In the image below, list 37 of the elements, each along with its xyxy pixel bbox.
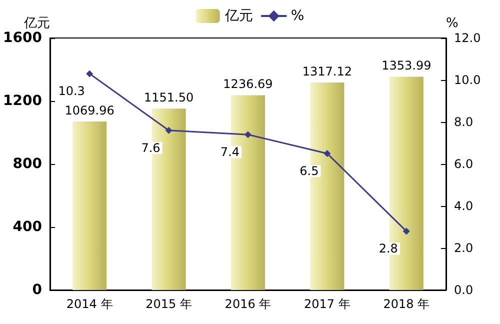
y2-tick-label: 0.0 — [454, 283, 474, 297]
y2-axis-title: % — [446, 16, 458, 31]
data-label: 7.6 — [141, 140, 160, 155]
data-label: 7.4 — [220, 145, 240, 160]
data-label: 2.8 — [378, 242, 398, 256]
data-label: 1317.12 — [302, 64, 352, 79]
y2-tick-label: 12.0 — [454, 31, 481, 45]
y2-tick-label: 8.0 — [454, 115, 474, 129]
legend-label: 亿元 — [224, 8, 253, 24]
point — [402, 228, 410, 235]
y-axis-title: 亿元 — [22, 16, 50, 31]
x-tick-label: 2014 年 — [66, 297, 113, 311]
y-tick-label: 0 — [32, 282, 42, 298]
x-tick-label: 2015 年 — [146, 297, 192, 311]
data-label: 1236.69 — [223, 77, 273, 92]
point — [165, 126, 172, 134]
data-label: 10.3 — [58, 84, 85, 98]
data-label: 1353.99 — [382, 58, 432, 73]
data-label: 6.5 — [300, 164, 319, 178]
x-tick-label: 2018 年 — [383, 297, 430, 311]
y2-tick-label: 4.0 — [454, 199, 474, 213]
data-label: 1151.50 — [144, 90, 194, 105]
y-tick-label: 1600 — [2, 30, 42, 46]
y-tick-label: 400 — [12, 219, 42, 235]
y2-tick-label: 6.0 — [454, 157, 474, 171]
point — [244, 131, 252, 138]
y2-tick-label: 10.0 — [454, 73, 481, 87]
y-tick-label: 800 — [12, 156, 42, 172]
point — [324, 150, 331, 157]
data-label: 1069.96 — [64, 103, 114, 118]
y-tick-label: 1200 — [2, 93, 42, 109]
bar — [72, 121, 107, 290]
point — [86, 70, 94, 78]
x-tick-label: 2017 年 — [304, 297, 350, 311]
y2-tick-label: 2.0 — [454, 241, 474, 255]
x-tick-label: 2016 年 — [224, 297, 272, 311]
legend-label: % — [290, 8, 304, 24]
